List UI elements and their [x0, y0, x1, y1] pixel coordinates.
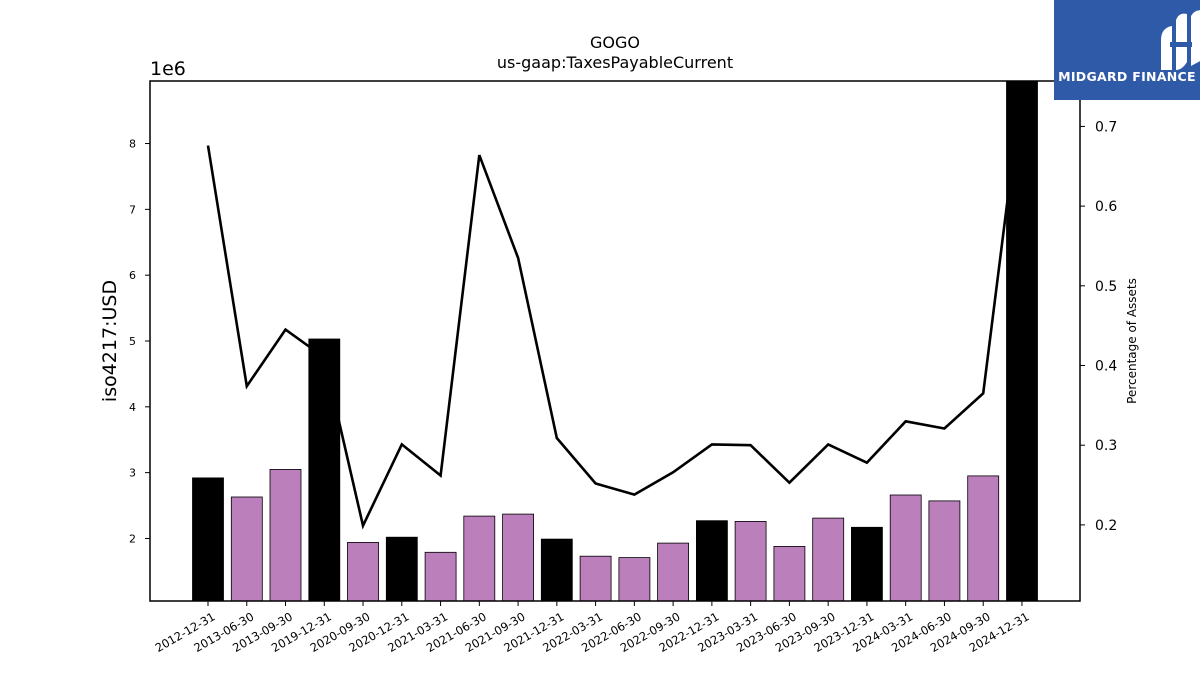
bar-2012-12-31 [192, 477, 224, 602]
bar-2019-12-31 [308, 338, 341, 602]
bar-2022-12-31 [696, 520, 728, 602]
bar-2022-09-30 [657, 542, 689, 602]
x-axis-ticks: 2012-12-312013-06-302013-09-302019-12-31… [153, 601, 1032, 655]
midgard-logo-icon [1161, 10, 1200, 70]
y-tick-label: 8 [129, 138, 136, 151]
y-tick-label: 6 [129, 269, 136, 282]
y2-axis-ticks: 0.2 0.3 0.4 0.5 0.6 0.7 [1080, 119, 1117, 534]
y2-tick-label: 0.2 [1095, 518, 1117, 534]
y-multiplier-label: 1e6 [150, 58, 186, 80]
y-axis-label: iso4217:USD [99, 280, 121, 402]
bar-2013-06-30 [230, 496, 263, 602]
bar-2013-09-30 [269, 468, 302, 602]
y-tick-label: 2 [129, 532, 136, 545]
percentage-line [206, 84, 1024, 530]
y-axis-ticks: 2 3 4 5 6 7 8 [129, 138, 150, 545]
y-tick-label: 4 [129, 401, 136, 414]
midgard-finance-logo: MIDGARD FINANCE [1054, 0, 1200, 100]
y2-axis-label: Percentage of Assets [1125, 278, 1139, 404]
y-tick-label: 5 [129, 335, 136, 348]
bar-2024-06-30 [928, 500, 961, 602]
bar-2021-12-31 [540, 538, 573, 602]
y-tick-label: 3 [129, 467, 136, 480]
bar-2024-09-30 [967, 475, 1000, 602]
chart-title: GOGO [590, 33, 640, 52]
bar-2023-03-31 [734, 521, 767, 602]
bar-2024-03-31 [889, 494, 922, 602]
logo-text: MIDGARD FINANCE [1058, 69, 1196, 84]
bar-2023-12-31 [851, 526, 883, 602]
y2-tick-label: 0.6 [1095, 199, 1117, 215]
bar-2022-06-30 [618, 557, 651, 602]
y2-tick-label: 0.7 [1095, 119, 1117, 135]
y2-tick-label: 0.4 [1095, 359, 1117, 375]
bar-2020-12-31 [385, 536, 418, 602]
bar-2021-03-31 [424, 551, 457, 602]
line-layer [206, 84, 1024, 530]
y-tick-label: 7 [129, 203, 136, 216]
bar-2021-09-30 [502, 513, 535, 602]
bars-layer [192, 80, 1038, 602]
chart-subtitle: us-gaap:TaxesPayableCurrent [497, 53, 733, 72]
bar-2021-06-30 [463, 515, 496, 602]
y2-tick-label: 0.5 [1095, 279, 1117, 295]
bar-2022-03-31 [579, 555, 612, 602]
bar-2024-12-31 [1006, 80, 1038, 602]
bar-2023-06-30 [773, 546, 806, 602]
bar-2020-09-30 [347, 542, 379, 602]
y2-tick-label: 0.3 [1095, 438, 1117, 454]
bar-2023-09-30 [812, 517, 845, 602]
